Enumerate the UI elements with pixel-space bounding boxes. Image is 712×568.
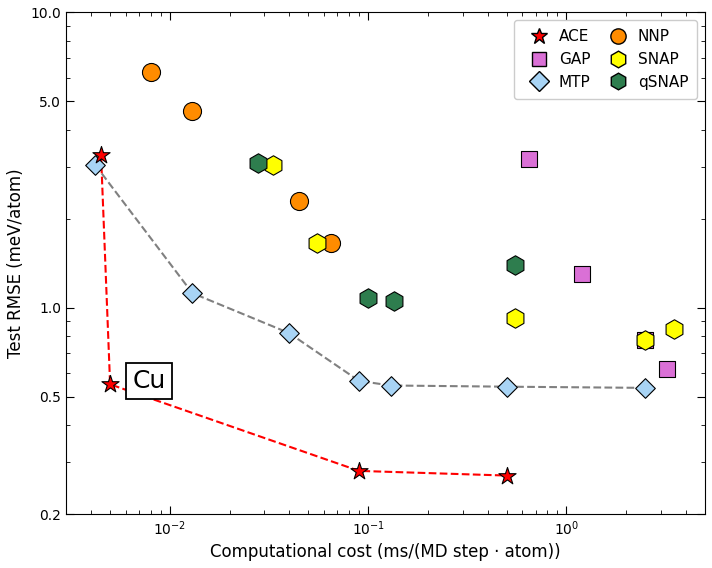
Point xyxy=(388,297,399,306)
Point xyxy=(283,328,295,337)
Point xyxy=(639,335,651,344)
Point xyxy=(267,160,278,169)
Point xyxy=(95,150,107,159)
Point xyxy=(353,377,365,386)
Point xyxy=(187,289,198,298)
Point xyxy=(90,160,101,169)
Point xyxy=(105,380,116,389)
Point xyxy=(353,466,365,475)
Y-axis label: Test RMSE (meV/atom): Test RMSE (meV/atom) xyxy=(7,169,25,358)
Point xyxy=(325,239,337,248)
Text: Cu: Cu xyxy=(132,369,166,393)
Point xyxy=(385,381,397,390)
Point xyxy=(661,365,672,374)
Point xyxy=(523,154,535,163)
Point xyxy=(669,324,680,333)
Point xyxy=(293,197,305,206)
Point xyxy=(639,383,651,392)
X-axis label: Computational cost (ms/(MD step · atom)): Computational cost (ms/(MD step · atom)) xyxy=(210,543,561,561)
Point xyxy=(509,260,520,269)
Point xyxy=(253,158,264,167)
Point xyxy=(187,106,198,115)
Point xyxy=(639,335,651,344)
Legend: ACE, GAP, MTP, NNP, SNAP, qSNAP: ACE, GAP, MTP, NNP, SNAP, qSNAP xyxy=(514,20,698,99)
Point xyxy=(501,471,513,480)
Point xyxy=(501,382,513,391)
Point xyxy=(362,293,374,302)
Point xyxy=(311,239,323,248)
Point xyxy=(145,67,156,76)
Point xyxy=(577,269,588,278)
Point xyxy=(509,314,520,323)
